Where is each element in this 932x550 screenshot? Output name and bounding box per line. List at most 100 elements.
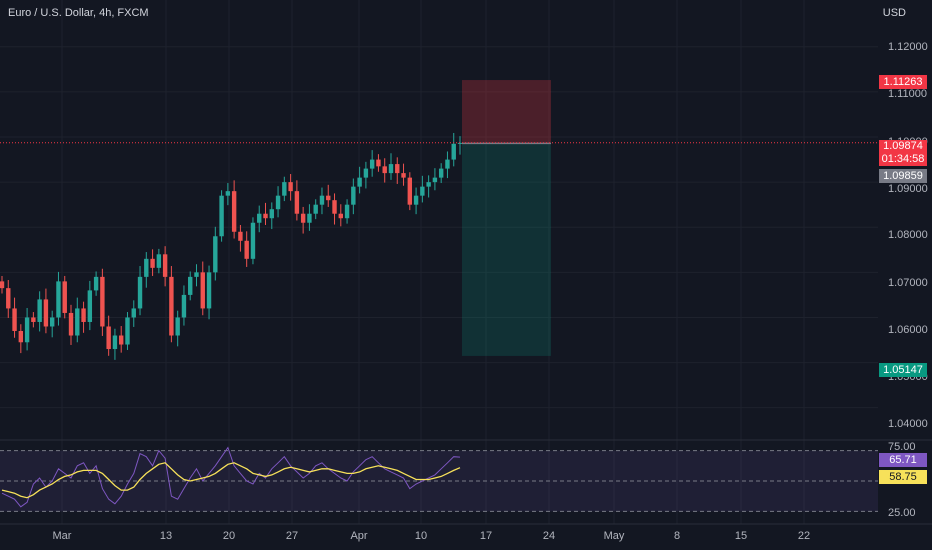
candle-body	[6, 288, 11, 309]
candle-body	[49, 317, 55, 327]
candle-body	[125, 317, 130, 345]
rsi-tick-label: 75.00	[888, 441, 916, 453]
x-tick-label: 17	[479, 530, 493, 542]
candle-body	[175, 317, 180, 336]
stop-loss-badge: 1.11263	[879, 75, 927, 89]
candle-body	[344, 204, 350, 219]
take-profit-badge: 1.05147	[879, 363, 927, 377]
candle-body	[294, 191, 300, 214]
candle-body	[12, 308, 17, 331]
y-tick-label: 1.09000	[888, 183, 928, 195]
candle-body	[213, 236, 218, 273]
y-tick-label: 1.06000	[888, 324, 928, 336]
rsi-line	[1, 446, 461, 508]
candle-body	[206, 272, 212, 309]
candle-body	[87, 290, 93, 322]
last-price-value: 1.09874	[883, 140, 923, 152]
candle-body	[238, 231, 243, 241]
candle-body	[81, 308, 86, 322]
candle-body	[319, 195, 325, 205]
candle-body	[288, 182, 293, 192]
candle-body	[382, 166, 387, 174]
candle-body	[401, 173, 406, 178]
y-tick-label: 1.11000	[888, 88, 927, 100]
candle-body	[438, 168, 444, 178]
x-tick-label: 27	[285, 530, 299, 542]
candle-body	[200, 272, 205, 309]
candle-body	[413, 195, 419, 205]
x-tick-label: 22	[797, 530, 811, 542]
candle-body	[369, 159, 375, 169]
candle-body	[219, 195, 224, 237]
candle-body	[269, 209, 274, 219]
entry-badge: 1.09859	[879, 169, 927, 183]
rsi-value-badge: 65.71	[879, 453, 927, 467]
candle-body	[169, 276, 174, 336]
rsi-band	[0, 450, 878, 512]
take-profit-zone	[462, 143, 551, 356]
x-tick-label: 10	[414, 530, 428, 542]
last-price-badge: 1.09874 01:34:58	[879, 140, 927, 166]
candle-body	[56, 281, 61, 318]
bar-countdown: 01:34:58	[881, 153, 925, 165]
chart-title: Euro / U.S. Dollar, 4h, FXCM	[8, 7, 149, 19]
candle-body	[363, 168, 369, 178]
candle-body	[338, 213, 343, 219]
candle-body	[225, 191, 231, 196]
candle-body	[75, 308, 80, 336]
candle-body	[326, 195, 331, 201]
candle-body	[451, 143, 456, 160]
candle-body	[37, 299, 42, 322]
candle-body	[300, 213, 306, 223]
candle-body	[18, 330, 24, 343]
candle-body	[357, 177, 362, 187]
candle-body	[332, 200, 337, 214]
candle-body	[282, 182, 287, 196]
candle-body	[426, 182, 431, 187]
x-tick-label: 8	[673, 530, 681, 542]
candle-body	[257, 213, 262, 223]
candle-body	[0, 281, 5, 289]
candle-body	[100, 276, 105, 327]
x-tick-label: Apr	[350, 530, 368, 542]
stop-loss-zone	[462, 80, 551, 144]
candle-body	[93, 276, 99, 291]
candle-body	[112, 335, 118, 350]
rsi-ma-line	[1, 462, 461, 499]
candle-body	[244, 240, 249, 259]
candle-body	[231, 191, 237, 232]
x-tick-label: 15	[734, 530, 748, 542]
candle-body	[131, 308, 136, 318]
candle-body	[351, 186, 356, 205]
candle-body	[395, 164, 400, 174]
candle-body	[43, 299, 49, 327]
x-tick-label: 24	[542, 530, 556, 542]
y-tick-label: 1.08000	[888, 229, 928, 241]
candle-body	[376, 159, 381, 167]
candle-body	[119, 335, 124, 345]
x-tick-label: Mar	[52, 530, 72, 542]
candle-body	[24, 317, 30, 343]
x-tick-label: 20	[222, 530, 236, 542]
candle-body	[445, 159, 450, 169]
candle-body	[194, 272, 199, 277]
rsi-ma-badge: 58.75	[879, 470, 927, 484]
candle-body	[106, 326, 111, 350]
candle-body	[31, 317, 36, 322]
rsi-tick-label: 25.00	[888, 507, 916, 519]
y-tick-label: 1.12000	[888, 41, 928, 53]
candle-body	[420, 186, 425, 196]
candle-body	[457, 142, 463, 144]
candle-body	[181, 294, 187, 318]
candle-body	[307, 213, 312, 223]
candle-body	[275, 195, 281, 210]
candle-body	[250, 222, 256, 259]
y-tick-label: 1.04000	[888, 418, 928, 430]
x-tick-label: May	[603, 530, 625, 542]
candle-body	[137, 276, 143, 309]
candle-body	[162, 254, 168, 277]
candle-body	[432, 177, 438, 183]
y-tick-label: 1.07000	[888, 277, 928, 289]
currency-label: USD	[882, 7, 906, 19]
